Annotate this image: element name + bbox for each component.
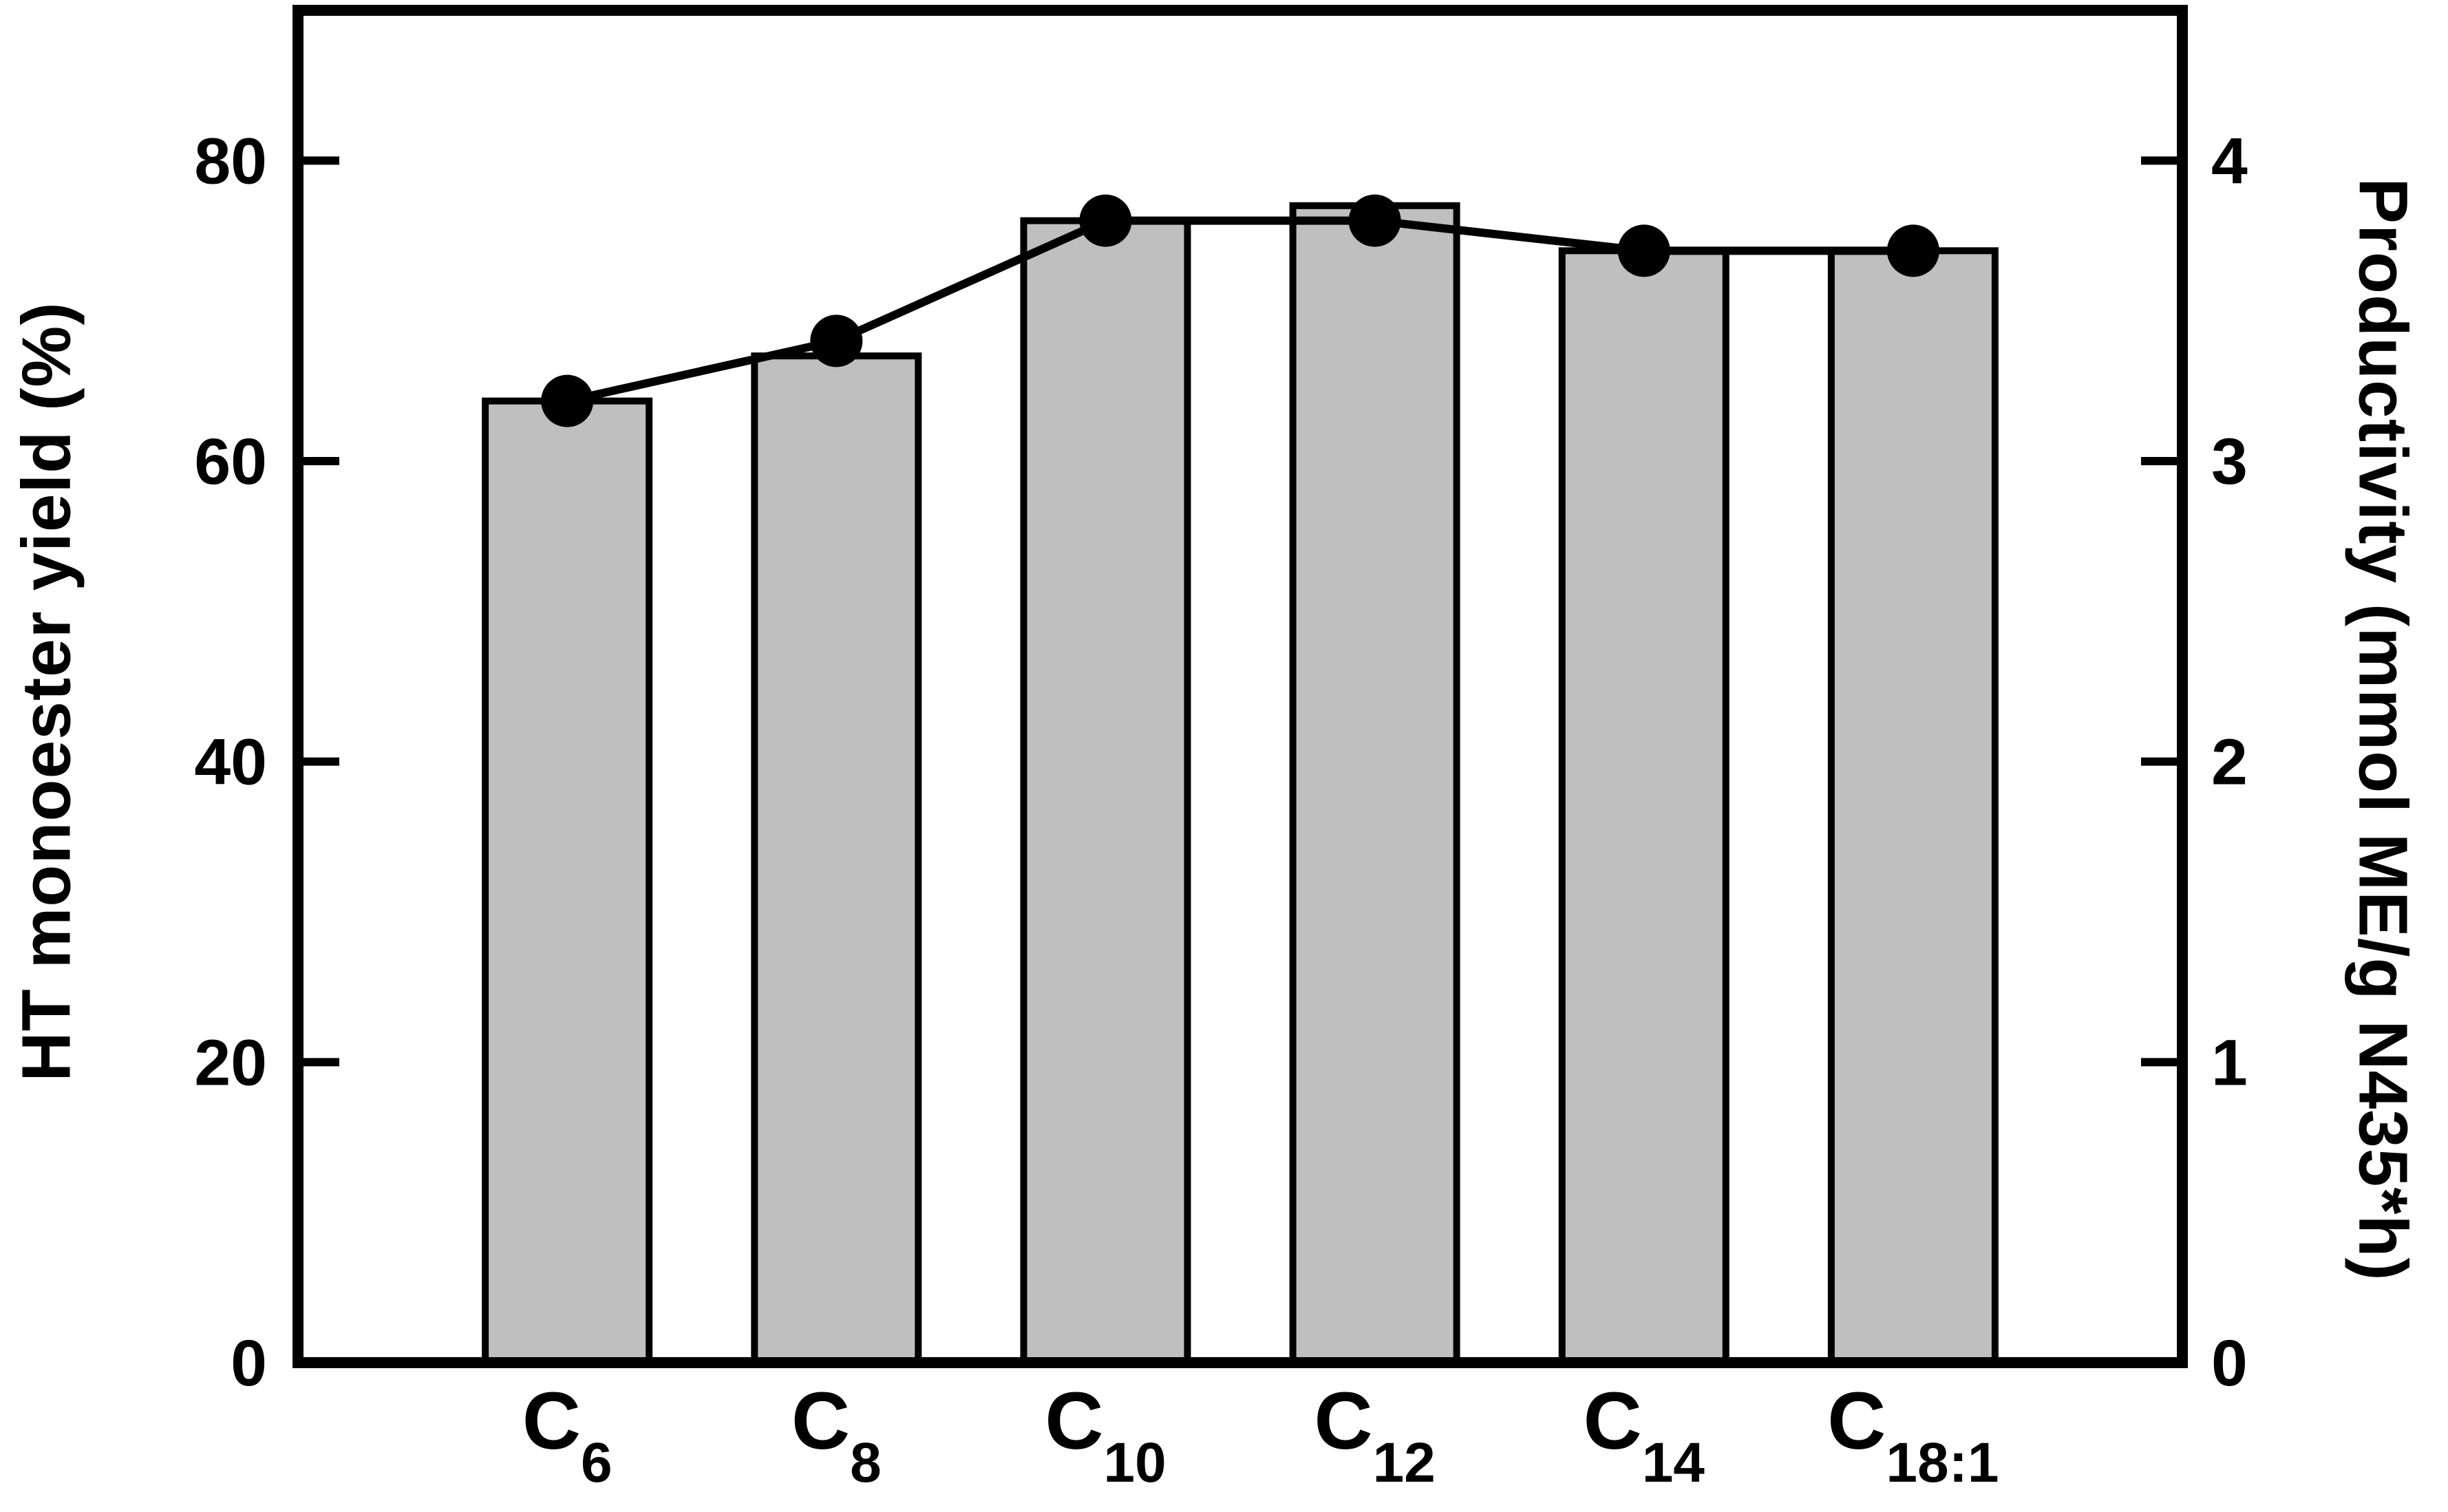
- marker-C8: [810, 315, 863, 368]
- x-label-C6: C6: [522, 1376, 613, 1494]
- x-label-C12: C12: [1314, 1376, 1435, 1494]
- right-axis-tick-label-3: 3: [2211, 425, 2248, 498]
- marker-C6: [541, 374, 594, 427]
- productivity-line: [566, 216, 1913, 405]
- x-label-C10: C10: [1045, 1376, 1166, 1494]
- marker-C10: [1079, 194, 1132, 247]
- left-axis-tick-label-60: 60: [194, 425, 267, 498]
- bar-C6: [482, 397, 653, 1367]
- bar-C12: [1289, 202, 1460, 1366]
- marker-C14: [1617, 224, 1670, 277]
- right-axis-tick-label-1: 1: [2211, 1026, 2248, 1099]
- bar-C8: [751, 352, 922, 1367]
- left-axis-tick-label-40: 40: [194, 726, 267, 799]
- left-axis-tick-label-80: 80: [194, 125, 267, 198]
- x-label-C14: C14: [1583, 1376, 1705, 1494]
- bar-C18-1: [1827, 247, 1999, 1366]
- bar-C10: [1020, 217, 1191, 1367]
- marker-C18-1: [1886, 224, 1939, 277]
- left-axis-tick-label-20: 20: [194, 1026, 267, 1099]
- left-axis-tick-label-0: 0: [231, 1327, 267, 1400]
- x-label-C18-1: C18:1: [1827, 1376, 1999, 1494]
- right-axis-tick-label-0: 0: [2211, 1327, 2248, 1400]
- plot-frame: [292, 5, 2188, 1368]
- right-axis-tick-label-2: 2: [2211, 726, 2248, 799]
- bar-C14: [1558, 247, 1729, 1366]
- right-axis-tick-label-4: 4: [2211, 125, 2248, 198]
- x-label-C8: C8: [791, 1376, 882, 1494]
- marker-C12: [1348, 194, 1401, 247]
